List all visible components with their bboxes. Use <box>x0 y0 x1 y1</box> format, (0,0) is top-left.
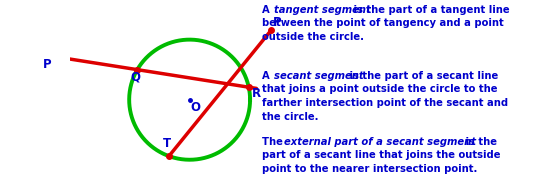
Text: Q: Q <box>131 71 141 84</box>
Text: outside the circle.: outside the circle. <box>262 32 364 42</box>
Text: P: P <box>43 58 51 71</box>
Text: is the: is the <box>462 137 497 147</box>
Text: between the point of tangency and a point: between the point of tangency and a poin… <box>262 19 504 29</box>
Text: tangent segment: tangent segment <box>274 5 370 15</box>
Text: external part of a secant segment: external part of a secant segment <box>284 137 475 147</box>
Text: farther intersection point of the secant and: farther intersection point of the secant… <box>262 98 508 108</box>
Text: R: R <box>252 87 261 100</box>
Text: P: P <box>273 16 281 29</box>
Text: is the part of a secant line: is the part of a secant line <box>346 71 499 81</box>
Text: The: The <box>262 137 286 147</box>
Text: part of a secant line that joins the outside: part of a secant line that joins the out… <box>262 150 500 160</box>
Text: is the part of a tangent line: is the part of a tangent line <box>350 5 510 15</box>
Text: A: A <box>262 71 273 81</box>
Text: T: T <box>163 137 171 150</box>
Text: secant segment: secant segment <box>274 71 363 81</box>
Text: the circle.: the circle. <box>262 112 319 122</box>
Text: point to the nearer intersection point.: point to the nearer intersection point. <box>262 164 478 174</box>
Text: O: O <box>191 101 201 114</box>
Text: that joins a point outside the circle to the: that joins a point outside the circle to… <box>262 84 498 94</box>
Text: A: A <box>262 5 273 15</box>
